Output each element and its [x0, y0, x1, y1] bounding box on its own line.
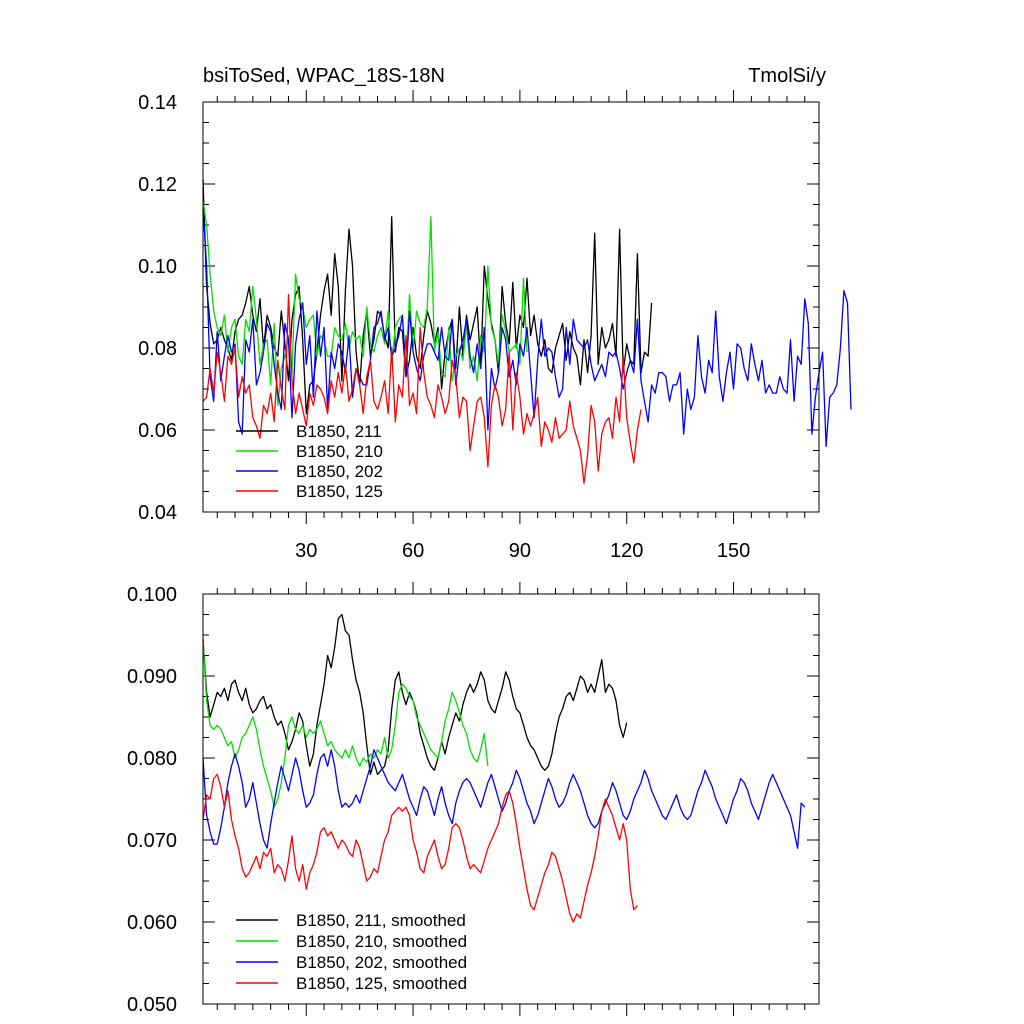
x-tick-label: 150	[717, 540, 750, 562]
chart-title: bsiToSed, WPAC_18S-18N	[203, 65, 445, 87]
x-tick-label: 90	[509, 540, 531, 562]
top-series-group	[202, 179, 852, 484]
y-tick-label: 0.08	[138, 338, 177, 360]
legend-label: B1850, 210	[296, 442, 383, 461]
series-line-b1850-202-smoothed	[202, 749, 806, 849]
bottom-plot-frame	[202, 593, 820, 1005]
y-tick-label: 0.14	[138, 92, 177, 114]
legend-label: B1850, 202	[296, 462, 383, 481]
y-tick-label: 0.04	[138, 502, 177, 524]
series-line-b1850-202	[202, 208, 852, 448]
legend-label: B1850, 211	[296, 422, 382, 441]
chart-units: TmolSi/y	[748, 65, 826, 87]
top-plot-frame	[202, 101, 820, 513]
y-tick-label: 0.090	[127, 666, 177, 688]
y-tick-label: 0.070	[127, 830, 177, 852]
series-line-b1850-211	[202, 179, 653, 415]
y-tick-label: 0.100	[127, 584, 177, 606]
legend-label: B1850, 211, smoothed	[296, 911, 466, 930]
legend-label: B1850, 210, smoothed	[296, 932, 467, 951]
x-tick-label: 60	[402, 540, 424, 562]
panel-bottom-smoothed: 0.050 0.060 0.070 0.080 0.090 0.100 B1850, 21…	[127, 582, 820, 1016]
top-axis-ticks: 0.04 0.06 0.08 0.10 0.12 0.14 30 60 90 120 150	[138, 90, 819, 562]
bottom-series-group	[202, 613, 806, 923]
x-tick-label: 120	[610, 540, 643, 562]
y-tick-label: 0.12	[138, 174, 177, 196]
series-line-b1850-210	[202, 200, 528, 407]
y-tick-label: 0.06	[138, 420, 177, 442]
y-tick-label: 0.080	[127, 748, 177, 770]
y-tick-label: 0.060	[127, 912, 177, 934]
legend-label: B1850, 125	[296, 482, 383, 501]
panel-top-timeseries: bsiToSed, WPAC_18S-18N TmolSi/y 0.04 0.06…	[138, 65, 852, 562]
bottom-legend: B1850, 211, smoothed B1850, 210, smoothed…	[236, 911, 467, 993]
x-tick-label: 30	[295, 540, 317, 562]
series-line-b1850-210-smoothed	[202, 639, 489, 808]
series-line-b1850-125-smoothed	[202, 773, 638, 923]
legend-label: B1850, 202, smoothed	[296, 953, 467, 972]
y-tick-label: 0.10	[138, 256, 177, 278]
series-line-b1850-125	[202, 294, 642, 484]
legend-label: B1850, 125, smoothed	[296, 974, 467, 993]
series-line-b1850-211-smoothed	[202, 613, 628, 776]
y-tick-label: 0.050	[127, 994, 177, 1016]
